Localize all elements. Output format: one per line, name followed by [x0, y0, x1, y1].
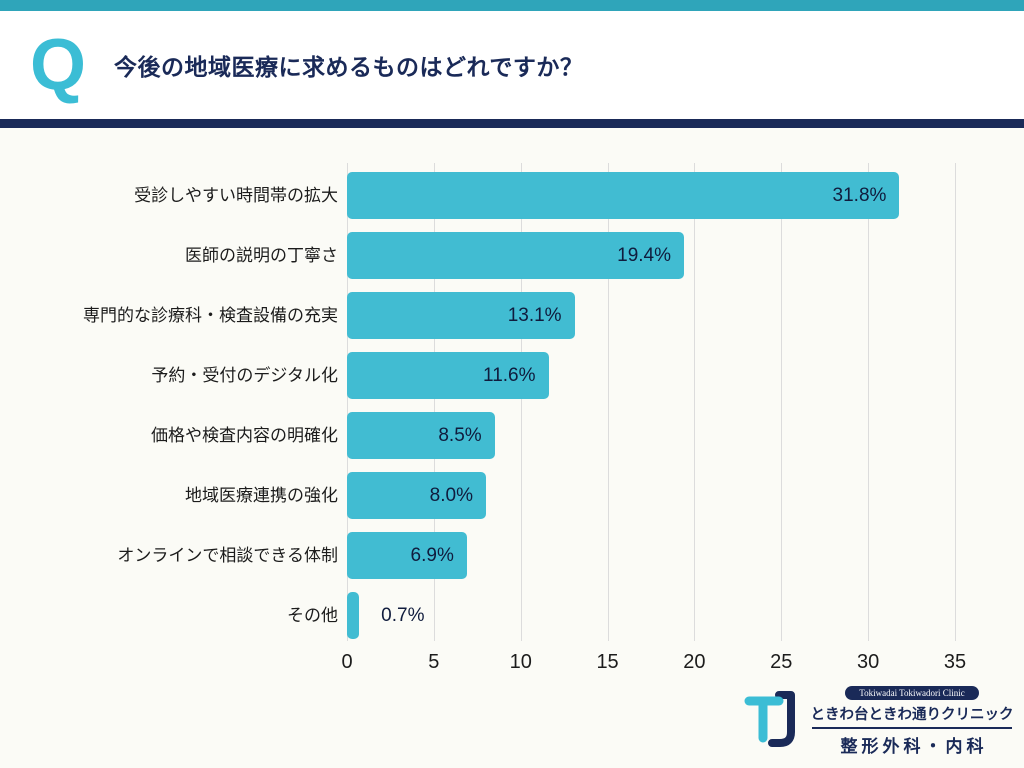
x-tick-label: 20: [683, 651, 706, 673]
category-label: その他: [287, 606, 338, 625]
bar: [347, 172, 900, 219]
value-label: 13.1%: [507, 305, 562, 326]
x-tick-label: 35: [943, 651, 967, 673]
value-label: 31.8%: [832, 185, 887, 206]
bar: [347, 352, 549, 399]
bar: [347, 232, 684, 279]
category-label: 医師の説明の丁寧さ: [185, 246, 338, 265]
gridline: [433, 163, 435, 641]
category-label: オンラインで相談できる体制: [117, 546, 338, 565]
value-label: 8.5%: [438, 425, 482, 446]
top-accent-bar: [0, 0, 1024, 11]
clinic-department: 整形外科・内科: [840, 737, 988, 756]
gridline: [955, 163, 956, 641]
gridline: [781, 163, 783, 641]
gridline: [347, 163, 348, 641]
gridline: [607, 163, 609, 641]
x-tick-label: 0: [341, 651, 353, 673]
clinic-divider: [812, 727, 1012, 729]
gridline: [520, 163, 522, 641]
clinic-logo: Tokiwadai Tokiwadori Clinic ときわ台ときわ通りクリニ…: [742, 686, 1014, 757]
clinic-name-ja: ときわ台ときわ通りクリニック: [810, 707, 1014, 723]
category-label: 予約・受付のデジタル化: [151, 366, 338, 385]
value-label: 6.9%: [410, 545, 454, 566]
category-label: 地域医療連携の強化: [185, 486, 338, 505]
category-label: 受診しやすい時間帯の拡大: [134, 186, 338, 205]
bar: [347, 472, 486, 519]
gridline: [694, 163, 696, 641]
gridline: [868, 163, 870, 641]
clinic-logo-mark-icon: [744, 691, 795, 747]
x-tick-label: 30: [857, 651, 880, 673]
category-label: 価格や検査内容の明確化: [151, 426, 338, 445]
x-tick-label: 15: [596, 651, 619, 673]
x-tick-label: 10: [509, 651, 532, 673]
bar: [347, 532, 467, 579]
bar: [347, 412, 495, 459]
value-label: 8.0%: [429, 485, 473, 506]
clinic-name-en: Tokiwadai Tokiwadori Clinic: [845, 686, 979, 700]
x-tick-label: 5: [428, 651, 440, 673]
bar: [347, 592, 360, 639]
question-title: 今後の地域医療に求めるものはどれですか？: [114, 54, 584, 80]
q-mark: Q: [30, 24, 87, 105]
value-label: 11.6%: [483, 365, 536, 386]
category-label: 専門的な診療科・検査設備の充実: [83, 306, 338, 325]
value-label: 0.7%: [381, 605, 425, 626]
value-label: 19.4%: [617, 245, 671, 266]
x-tick-label: 25: [770, 651, 793, 673]
question-header: Q 今後の地域医療に求めるものはどれですか？: [0, 11, 1024, 120]
clinic-text-block: Tokiwadai Tokiwadori Clinic ときわ台ときわ通りクリニ…: [810, 686, 1014, 757]
header-underline: [0, 119, 1024, 128]
bar: [347, 292, 575, 339]
